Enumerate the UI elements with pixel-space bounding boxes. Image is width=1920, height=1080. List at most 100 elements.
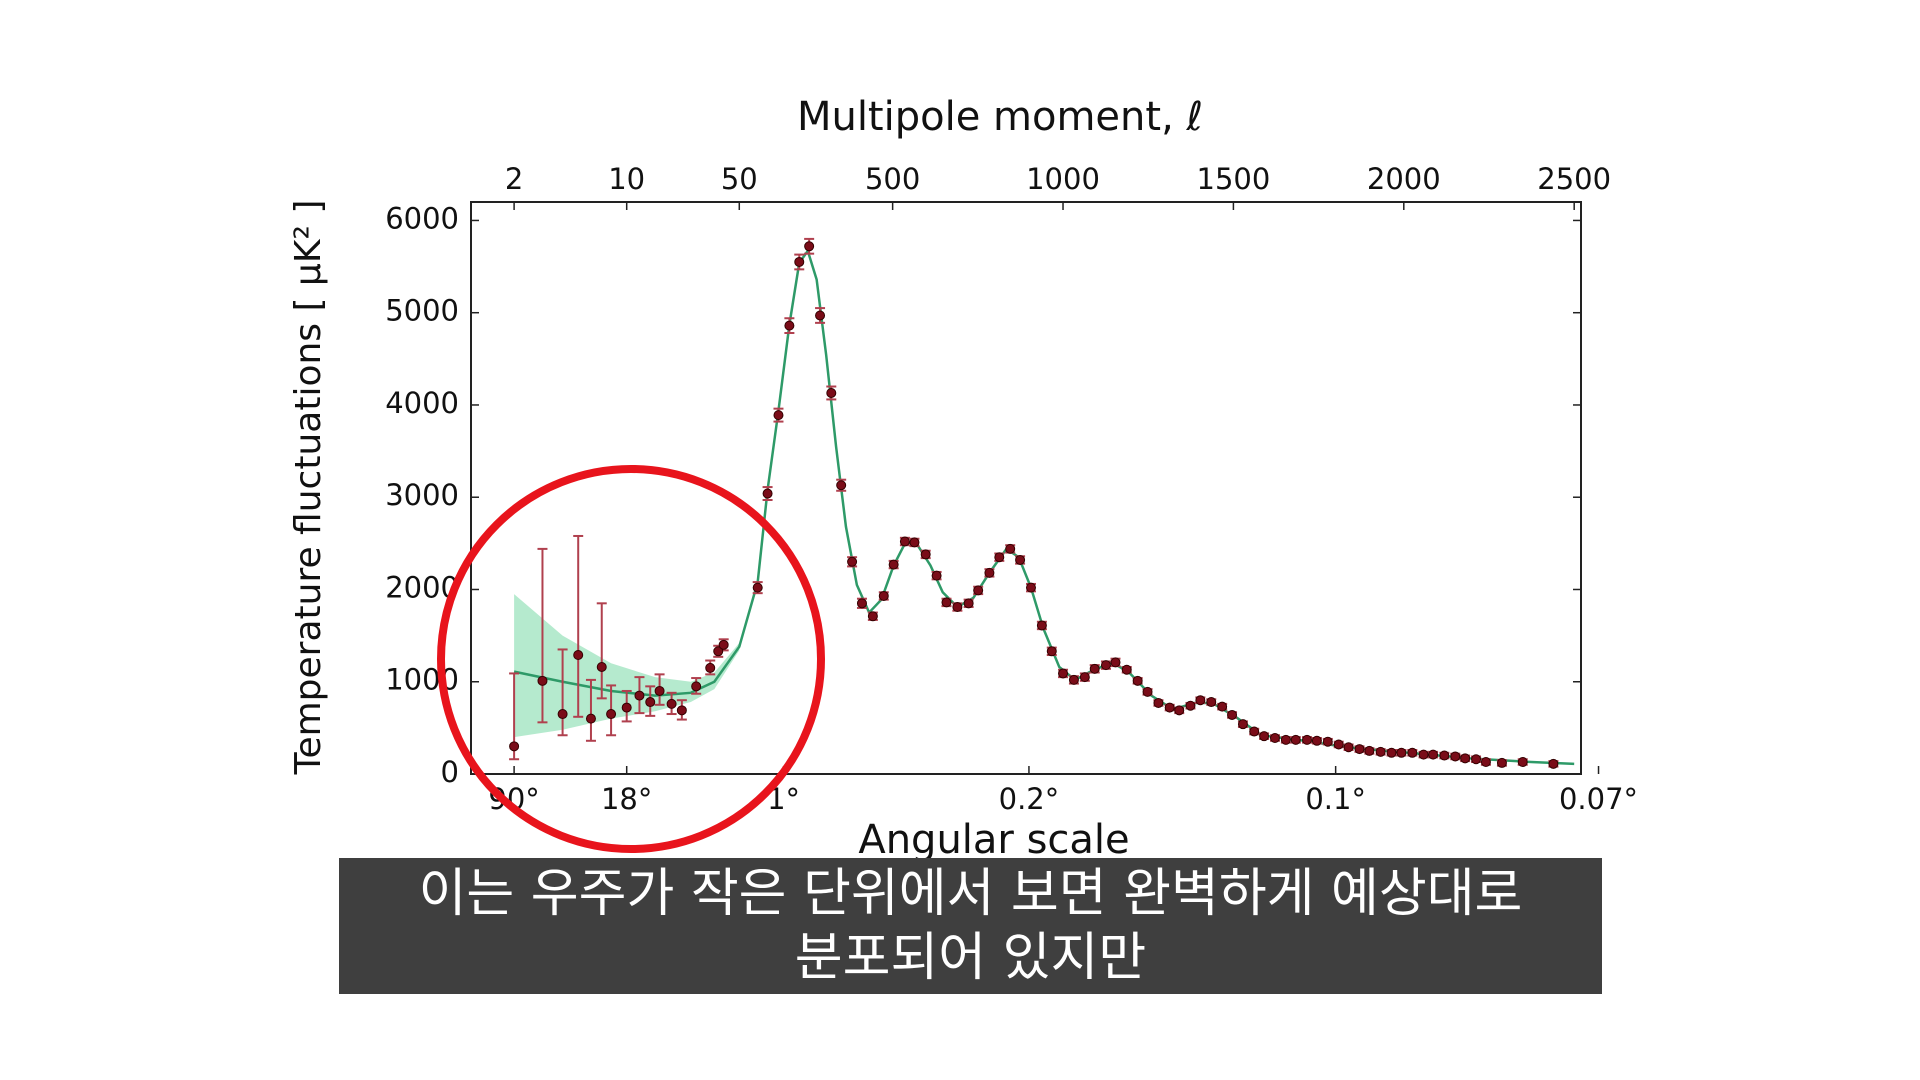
data-point [1174, 705, 1185, 716]
highlight-circle [437, 465, 825, 853]
error-bar [537, 547, 548, 724]
x-tick-label: 50 [721, 162, 758, 196]
data-point [1439, 750, 1450, 761]
data-point [1290, 734, 1301, 745]
plot-layer: 0 1000 2000 3000 4000 5000 6000 2 10 50 500 1000 150… [385, 162, 1638, 816]
data-point [899, 536, 910, 547]
subtitle-box: 이는 우주가 작은 단위에서 보면 완벽하게 예상대로 분포되어 있지만 [339, 858, 1602, 994]
data-point [666, 698, 677, 709]
data-point [1396, 747, 1407, 758]
chart-title: Multipole moment, ℓ [797, 94, 1203, 140]
data-point [1005, 543, 1016, 554]
data-point [1237, 719, 1248, 730]
data-point [1460, 753, 1471, 764]
data-point [773, 410, 784, 421]
y-axis-label: Temperature fluctuations [ μK² ] [288, 200, 329, 776]
y-tick-label: 3000 [385, 478, 459, 512]
data-point [784, 320, 795, 331]
x-axis-label: Angular scale [858, 817, 1129, 863]
data-point [1058, 668, 1069, 679]
y-tick-label: 5000 [385, 294, 459, 328]
data-point [1302, 734, 1313, 745]
data-point [1322, 736, 1333, 747]
data-point [1110, 657, 1121, 668]
data-point [984, 567, 995, 578]
data-point [847, 556, 858, 567]
data-point [1386, 747, 1397, 758]
error-bar [573, 534, 584, 718]
data-point [1132, 675, 1143, 686]
data-point [1311, 735, 1322, 746]
data-point [1164, 702, 1175, 713]
data-point [1068, 674, 1079, 685]
x2-tick-label: 0.2° [999, 782, 1060, 816]
data-point [804, 241, 815, 252]
x-tick-label: 2000 [1367, 162, 1441, 196]
data-point [1418, 749, 1429, 760]
data-point [1354, 744, 1365, 755]
x-tick-label: 1500 [1197, 162, 1271, 196]
data-point [1548, 758, 1559, 769]
data-point [1153, 697, 1164, 708]
y-tick-label: 6000 [385, 201, 459, 235]
x-tick-label: 1000 [1026, 162, 1100, 196]
data-point [713, 646, 724, 657]
data-point [718, 639, 729, 650]
data-point [1100, 660, 1111, 671]
data-point [1517, 757, 1528, 768]
y-tick-label: 1000 [385, 663, 459, 697]
data-point [994, 552, 1005, 563]
data-point [1015, 554, 1026, 565]
data-point [1280, 734, 1291, 745]
x-tick-label: 10 [608, 162, 645, 196]
subtitle-line: 분포되어 있지만 [794, 928, 1147, 988]
data-point [1227, 709, 1238, 720]
data-point [573, 649, 584, 660]
data-point [878, 590, 889, 601]
data-point [1089, 663, 1100, 674]
data-point [1121, 664, 1132, 675]
data-point [596, 661, 607, 672]
x2-tick-label: 0.07° [1559, 782, 1638, 816]
data-point [973, 585, 984, 596]
data-point [1249, 726, 1260, 737]
data-point [888, 559, 899, 570]
y-tick-label: 4000 [385, 386, 459, 420]
data-point [1450, 751, 1461, 762]
data-point [634, 690, 645, 701]
data-point [1185, 700, 1196, 711]
data-point [1025, 582, 1036, 593]
data-point [1471, 754, 1482, 765]
x2-tick-label: 18° [601, 782, 652, 816]
data-point [952, 602, 963, 613]
data-point [1046, 646, 1057, 657]
data-point [856, 598, 867, 609]
x-tick-label: 2 [505, 162, 523, 196]
data-point [752, 582, 763, 593]
data-point [1036, 620, 1047, 631]
data-point [557, 709, 568, 720]
data-point [1496, 757, 1507, 768]
data-point [762, 488, 773, 499]
data-point [1079, 672, 1090, 683]
data-point [537, 675, 548, 686]
data-point [836, 480, 847, 491]
data-point [931, 570, 942, 581]
data-point [705, 662, 716, 673]
data-point [920, 549, 931, 560]
plot-frame [470, 201, 1582, 775]
data-point [585, 713, 596, 724]
data-point [1480, 757, 1491, 768]
data-point [1269, 733, 1280, 744]
error-bar [557, 648, 568, 737]
data-point [1206, 697, 1217, 708]
data-point [941, 597, 952, 608]
data-point [794, 256, 805, 267]
data-point [1375, 746, 1386, 757]
data-point [1364, 745, 1375, 756]
data-point [621, 702, 632, 713]
subtitle-line: 이는 우주가 작은 단위에서 보면 완벽하게 예상대로 [418, 864, 1523, 924]
y-tick-label: 0 [441, 755, 459, 789]
data-point [691, 681, 702, 692]
